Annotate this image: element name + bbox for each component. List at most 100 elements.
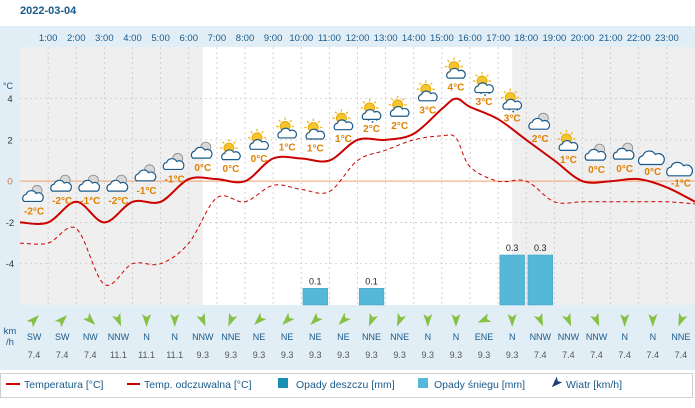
wind-speed-label: 7.4 [534,350,547,360]
wind-arrow-icon [111,312,122,327]
sun-cloud-icon [304,118,326,140]
wind-arrow-icon [196,312,206,327]
temp-label: -1°C [80,196,100,207]
temp-label: 0°C [616,164,633,175]
wind-direction-label: NE [309,332,322,342]
wind-speed-label: 9.3 [281,350,294,360]
sun-cloud-icon [248,128,269,150]
wind-arrow-icon [254,312,267,325]
temp-label: 4°C [448,83,465,94]
cloud-icon [666,161,694,177]
wind-direction-label: NNE [671,332,690,342]
wind-speed-label: 7.4 [84,350,97,360]
hour-label: 8:00 [236,33,255,44]
hour-label: 15:00 [430,33,454,44]
wind-speed-label: 7.4 [675,350,688,360]
wind-speed-label: 9.3 [337,350,350,360]
legend-feels-like-label: Temp. odczuwalna [°C] [144,379,252,391]
y-tick-label: -2 [6,218,14,229]
temp-label: 3°C [476,97,493,108]
temp-label: -2°C [24,206,44,217]
wind-arrow-icon [451,314,461,327]
wind-speed-label: 7.4 [590,350,603,360]
wind-speed-label: 9.3 [450,350,463,360]
wind-speed-label: 9.3 [225,350,238,360]
temp-label: 3°C [419,105,436,116]
y-tick-label-zero: 0 [7,177,12,188]
temp-label: 3°C [504,114,521,125]
wind-unit-label: /h [6,337,14,348]
wind-speed-label: 7.4 [562,350,575,360]
wind-arrow-icon [423,314,433,327]
temp-label: 2°C [391,121,408,132]
hour-axis-band [20,26,695,47]
hour-label: 20:00 [571,33,595,44]
sun-snow-icon [501,88,523,113]
y-tick-label: 0 [7,177,12,188]
wind-direction-label: SW [55,332,70,342]
wind-speed-label: 9.3 [393,350,406,360]
wind-direction-label: NE [337,332,350,342]
wind-arrow-icon [507,314,517,327]
snow-bar [499,254,525,306]
wind-speed-label: 9.3 [365,350,378,360]
wind-unit-label: km [4,326,17,337]
temp-label: -2°C [52,196,72,207]
left-axis-band [0,26,20,370]
wind-arrow-icon [228,312,238,327]
wind-direction-label: N [143,332,150,342]
hour-label: 7:00 [208,33,227,44]
legend-rain-label: Opady deszczu [mm] [296,379,395,391]
hour-label: 11:00 [318,33,341,44]
temperature-line [19,97,695,225]
wind-direction-label: NNW [530,332,552,342]
wind-arrow-icon [648,314,658,327]
hour-label: 14:00 [402,33,426,44]
feels-like-line [19,134,695,286]
hour-label: 18:00 [514,33,538,44]
wind-arrow-icon [561,312,572,327]
wind-speed-label: 11.1 [166,350,183,360]
wind-direction-label: N [621,332,628,342]
sun-cloud-icon [557,129,579,151]
hour-label: 10:00 [289,33,313,44]
wind-direction-label: NW [83,332,98,342]
wind-direction-label: N [650,332,657,342]
legend-snow-swatch [418,378,428,388]
wind-arrow-icon [54,315,68,328]
wind-direction-label: NNW [586,332,608,342]
wind-speed-label: 7.4 [647,350,660,360]
wind-direction-label: N [453,332,460,342]
cloud-sun-icon [134,164,157,182]
hour-label: 21:00 [599,33,623,44]
hour-label: 6:00 [180,33,199,44]
temp-label: 0°C [194,163,211,174]
temp-label: 2°C [532,134,549,145]
y-tick-label: 2 [7,135,12,146]
wind-arrow-icon [170,314,180,327]
snow-bar [302,288,328,306]
hour-label: 23:00 [655,33,679,44]
sun-cloud-icon [388,95,410,117]
cloud-icon [637,150,665,166]
sun-cloud-icon [332,109,354,131]
legend-wind-arrow-icon [551,376,563,388]
cloud-sun-icon [528,112,551,130]
sun-cloud-icon [276,117,298,139]
chart-title: 2022-03-04 [20,5,77,17]
legend-snow-label: Opady śniegu [mm] [434,379,525,391]
snow-bar-label: 0.3 [506,243,519,253]
snow-bar [358,288,385,306]
hour-label: 5:00 [151,33,170,44]
wind-direction-label: NNE [390,332,409,342]
temp-label: 1°C [335,134,352,145]
wind-speed-label: 9.3 [422,350,435,360]
temp-label: -1°C [137,186,157,197]
night-shade-morning [20,47,203,305]
wind-direction-label: NNW [192,332,214,342]
hour-label: 2:00 [67,33,86,44]
temp-label: -1°C [671,179,691,190]
y-unit-label: °C [3,81,14,91]
hour-label: 3:00 [95,33,114,44]
